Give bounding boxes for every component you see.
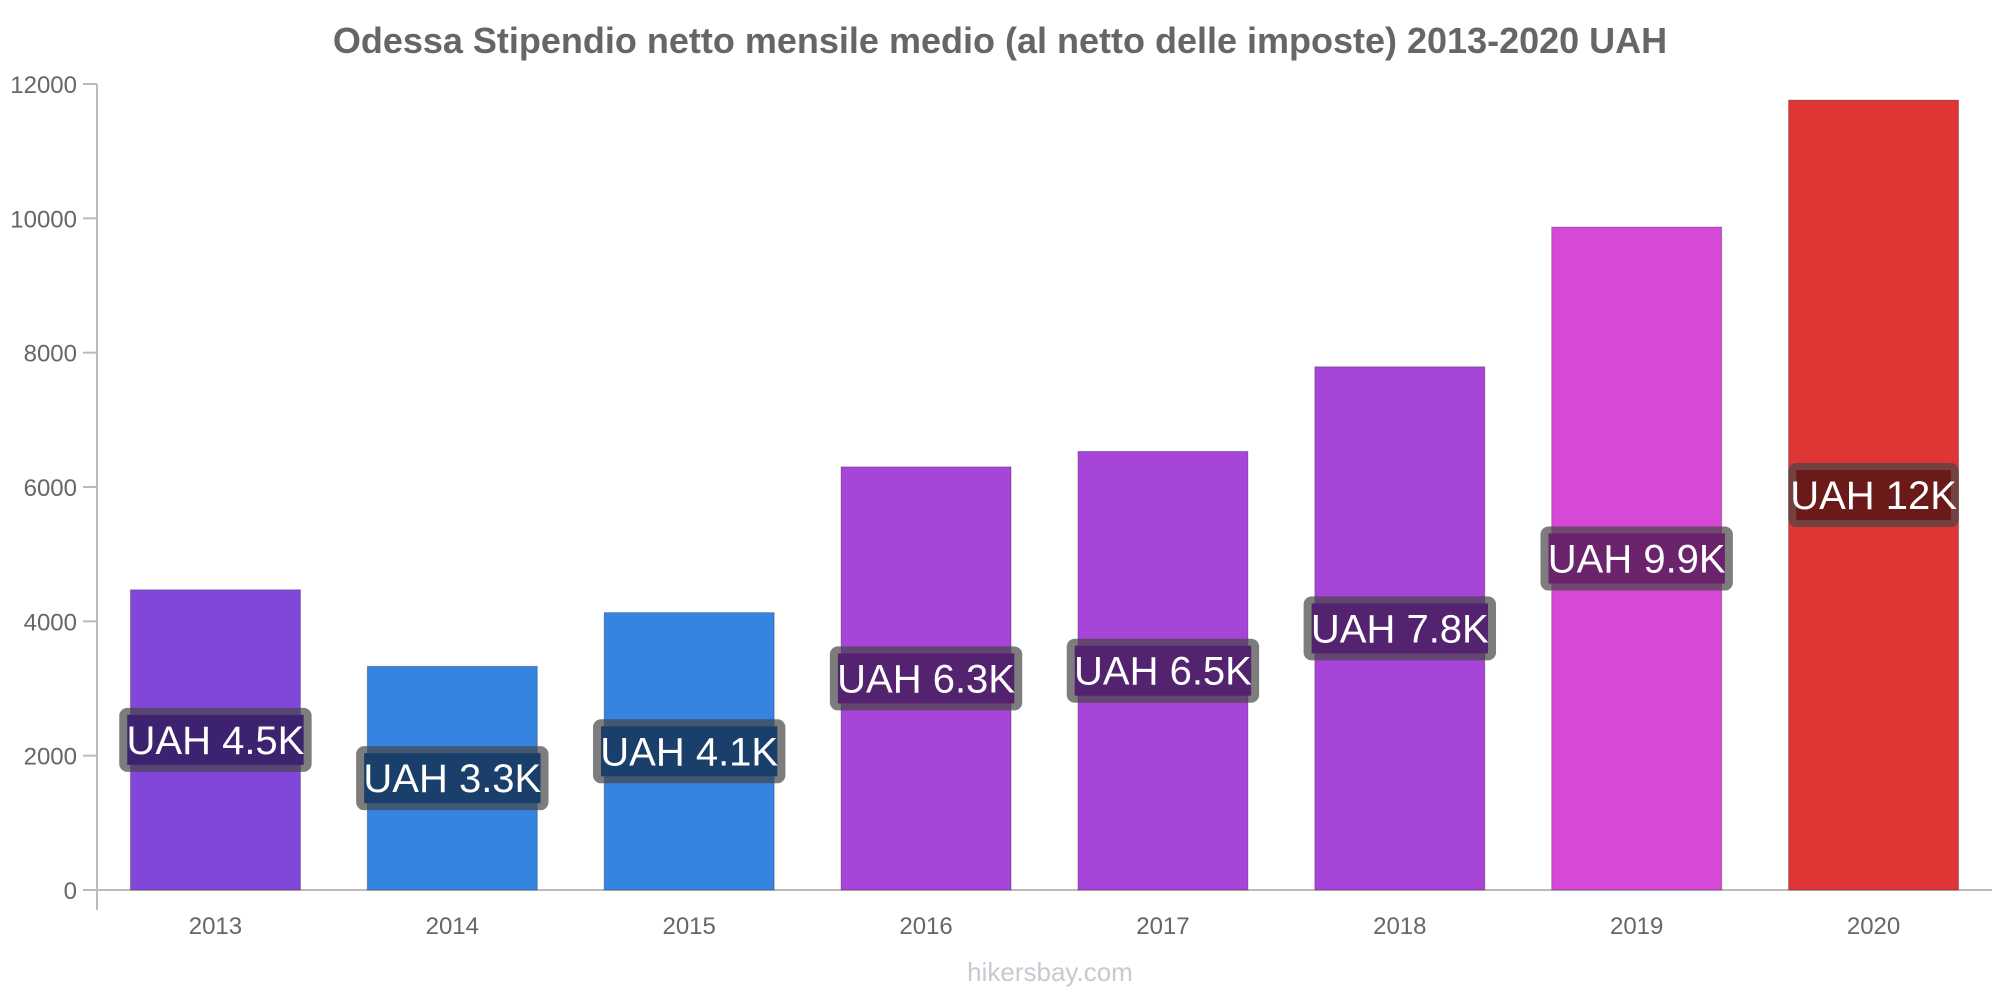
watermark: hikersbay.com	[967, 957, 1133, 987]
value-label-fill	[837, 653, 1015, 704]
value-label: UAH 9.9K	[1548, 538, 1726, 582]
value-label-fill	[600, 726, 778, 777]
value-label-fill	[1311, 603, 1489, 654]
y-tick-label: 12000	[10, 72, 77, 99]
x-axis: 2013 2014 2015 2016 2017 2018 2019 2020	[93, 889, 1992, 940]
value-label-fill	[1548, 533, 1725, 584]
y-tick-label: 8000	[24, 341, 77, 368]
value-label: UAH 12K	[1790, 474, 1957, 518]
y-tick-label: 0	[64, 878, 77, 905]
x-tick-label: 2019	[1610, 913, 1663, 940]
value-labels: UAH 4.5K UAH 3.3K UAH 4.1K UAH 6.3K UAH 6.5K…	[119, 463, 1959, 811]
y-tick-label: 2000	[24, 744, 77, 771]
value-label: UAH 3.3K	[363, 757, 541, 801]
x-tick-label: 2018	[1373, 913, 1426, 940]
value-label: UAH 4.1K	[600, 730, 778, 774]
value-label: UAH 6.5K	[1074, 650, 1252, 694]
value-label-fill	[1796, 470, 1951, 521]
value-label: UAH 7.8K	[1311, 607, 1489, 651]
value-label-fill	[127, 714, 304, 765]
x-tick-label: 2015	[662, 913, 715, 940]
value-label-fill	[364, 753, 541, 804]
y-tick-label: 10000	[10, 206, 77, 233]
x-tick-label: 2020	[1847, 913, 1900, 940]
y-tick-label: 4000	[24, 609, 77, 636]
y-axis: 0 2000 4000 6000 8000 10000 12000	[10, 72, 98, 910]
x-tick-label: 2017	[1136, 913, 1189, 940]
chart-title: Odessa Stipendio netto mensile medio (al…	[332, 20, 1668, 61]
x-tick-label: 2014	[426, 913, 479, 940]
value-label: UAH 6.3K	[837, 657, 1015, 701]
x-tick-label: 2016	[899, 913, 952, 940]
y-tick-label: 6000	[24, 475, 77, 502]
value-label: UAH 4.5K	[127, 719, 305, 763]
x-tick-label: 2013	[189, 913, 242, 940]
value-label-fill	[1074, 645, 1252, 696]
